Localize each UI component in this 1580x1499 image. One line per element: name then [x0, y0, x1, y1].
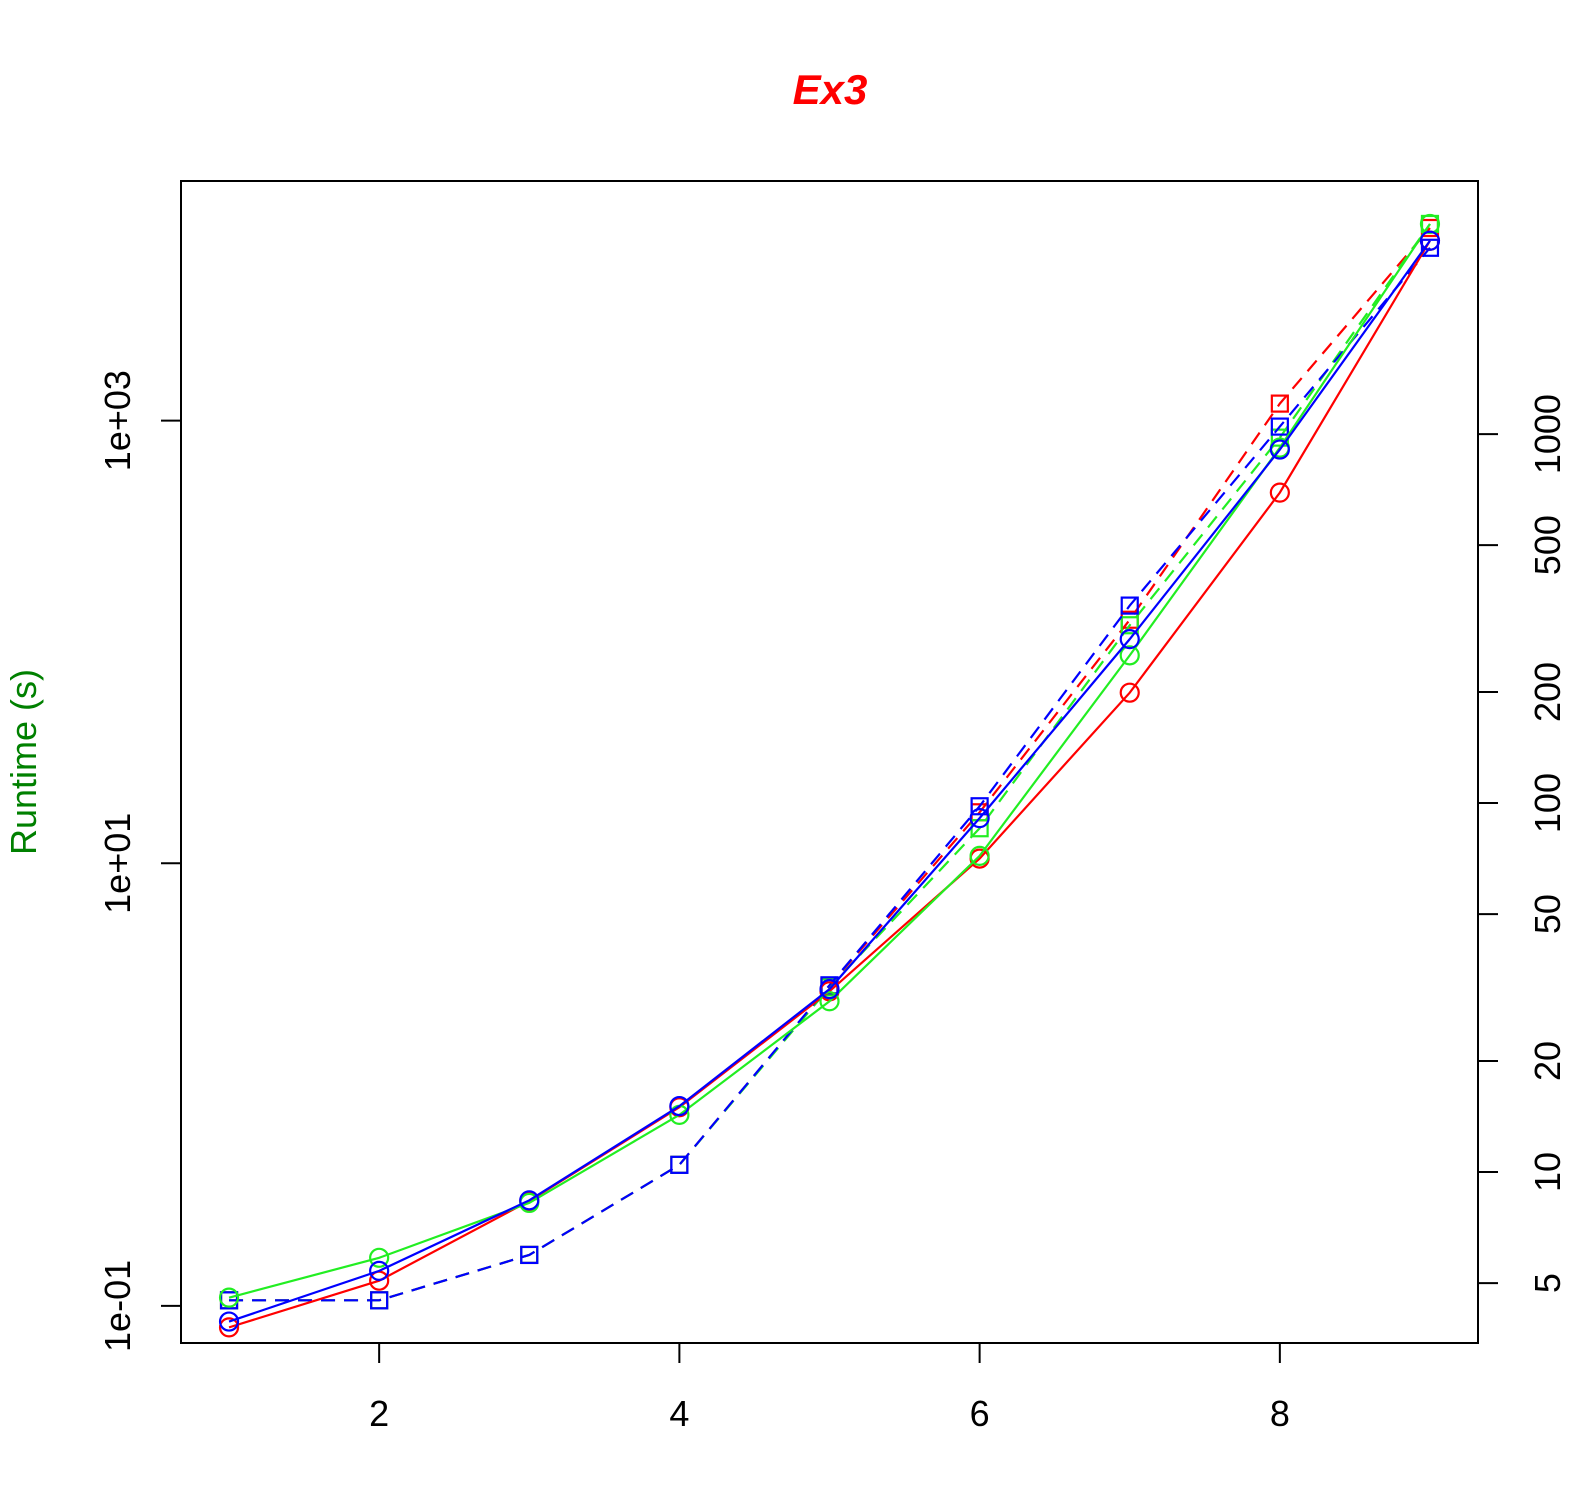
series-line [229, 223, 1431, 1302]
y2-tick-label: 200 [1527, 662, 1568, 722]
x-tick-label: 2 [369, 1393, 389, 1434]
marker [1270, 417, 1289, 436]
series-line [228, 240, 1431, 1323]
x-tick-label: 4 [669, 1393, 689, 1434]
series-line [229, 247, 1431, 1302]
y2-tick-label: 50 [1527, 894, 1568, 934]
series-line [229, 227, 1431, 1302]
marker [1270, 394, 1289, 413]
marker [520, 1245, 539, 1265]
y-tick-label: 1e-01 [97, 1260, 138, 1352]
marker [669, 1095, 690, 1117]
marker [218, 1311, 240, 1332]
y-tick-label: 1e+03 [97, 370, 138, 471]
marker [1419, 230, 1441, 251]
marker [1119, 629, 1140, 650]
marker [1269, 439, 1290, 460]
marker [1120, 596, 1139, 615]
series-line [228, 223, 1431, 1299]
series-line [228, 240, 1431, 1329]
marker [369, 1247, 390, 1268]
marker [1419, 213, 1441, 235]
marker [1269, 482, 1290, 503]
marker [218, 1287, 240, 1308]
marker [670, 1155, 689, 1174]
y2-tick-label: 500 [1527, 515, 1568, 575]
x-tick-label: 8 [1270, 1393, 1290, 1434]
y-axis-label: Runtime (s) [3, 669, 44, 855]
marker [1119, 645, 1140, 666]
marker [819, 991, 840, 1012]
marker [819, 979, 840, 1000]
y2-tick-label: 1000 [1527, 394, 1568, 474]
marker [218, 1317, 240, 1338]
x-tick-label: 6 [970, 1393, 990, 1434]
y2-tick-label: 10 [1527, 1152, 1568, 1192]
y2-tick-label: 20 [1527, 1041, 1568, 1081]
marker [969, 808, 990, 829]
y-tick-label: 1e+01 [97, 813, 138, 914]
y2-tick-label: 5 [1527, 1273, 1568, 1293]
marker [1120, 616, 1139, 635]
marker [519, 1190, 540, 1211]
marker [370, 1291, 389, 1310]
chart-title: Ex3 [793, 66, 868, 113]
marker [369, 1260, 390, 1281]
marker [1119, 682, 1140, 703]
y2-tick-label: 100 [1527, 773, 1568, 833]
plot-frame [180, 180, 1479, 1344]
marker [970, 797, 989, 816]
marker [1420, 238, 1440, 257]
marker [969, 845, 990, 866]
